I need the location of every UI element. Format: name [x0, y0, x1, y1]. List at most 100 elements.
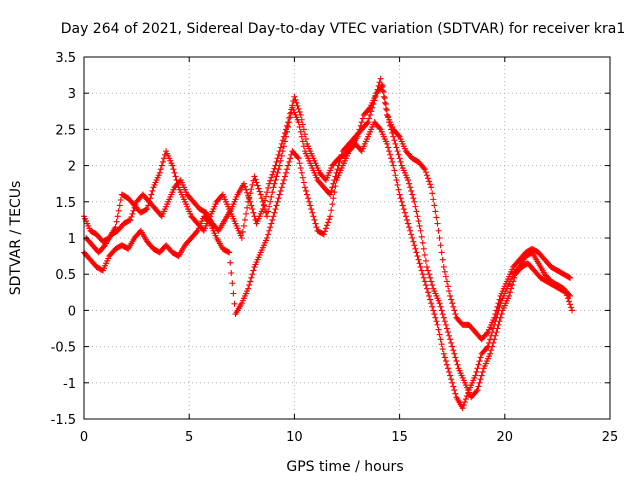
data-point: [473, 368, 480, 375]
data-point: [565, 298, 572, 305]
data-point: [258, 195, 265, 202]
data-point: [451, 350, 458, 357]
data-point: [272, 177, 279, 184]
data-point: [281, 173, 288, 180]
data-point: [397, 195, 404, 202]
data-point: [385, 144, 392, 151]
data-point: [380, 88, 387, 95]
data-point: [473, 388, 480, 395]
data-point: [354, 133, 361, 140]
data-point: [440, 350, 447, 357]
y-tick-label: 3: [68, 87, 76, 102]
data-point: [272, 162, 279, 169]
data-point: [430, 307, 437, 314]
x-tick-label: 25: [602, 430, 619, 445]
data-point: [238, 235, 245, 241]
data-point: [256, 188, 263, 195]
data-point: [477, 376, 484, 383]
data-point: [432, 314, 439, 321]
data-point: [462, 396, 469, 403]
data-point: [249, 206, 256, 213]
data-point: [325, 219, 332, 226]
data-point: [381, 95, 388, 102]
data-point: [394, 148, 401, 155]
data-point: [307, 202, 314, 209]
data-point: [435, 326, 442, 333]
data-point: [417, 227, 424, 234]
data-point: [169, 162, 176, 169]
data-point: [408, 187, 415, 194]
data-point: [250, 209, 257, 216]
data-point: [289, 102, 296, 109]
data-point: [287, 155, 294, 162]
data-point: [267, 177, 274, 184]
data-point: [243, 210, 250, 217]
data-point: [295, 155, 302, 162]
data-point: [264, 213, 271, 220]
data-point: [393, 177, 400, 184]
data-point: [475, 361, 482, 368]
data-point: [278, 152, 285, 159]
data-point: [444, 365, 451, 372]
data-point: [452, 354, 459, 361]
data-point: [277, 157, 284, 164]
data-point: [389, 130, 396, 137]
data-point: [144, 206, 151, 213]
data-point: [489, 343, 496, 350]
data-point: [422, 169, 429, 176]
data-point: [240, 180, 247, 187]
data-point: [308, 206, 315, 213]
data-point: [285, 119, 292, 126]
x-tick-label: 5: [185, 430, 193, 445]
data-point: [273, 173, 280, 180]
data-point: [386, 119, 393, 126]
data-point: [426, 271, 433, 278]
data-point: [564, 295, 571, 302]
data-point: [426, 292, 433, 299]
data-point: [392, 172, 399, 179]
data-point: [268, 193, 275, 200]
data-point: [322, 225, 329, 232]
data-point: [421, 251, 428, 258]
data-point: [432, 208, 439, 215]
data-point: [271, 165, 278, 172]
data-point: [331, 189, 338, 196]
data-point: [412, 203, 419, 210]
data-point: [475, 383, 482, 390]
data-point: [160, 155, 167, 162]
data-point: [410, 238, 417, 245]
data-point: [561, 288, 568, 295]
data-point: [269, 171, 276, 178]
data-point: [296, 123, 303, 130]
data-point: [296, 108, 303, 115]
data-point: [266, 227, 273, 234]
data-point: [443, 325, 450, 332]
grid-lines: [84, 57, 610, 419]
data-point: [148, 191, 155, 198]
data-point: [427, 181, 434, 188]
data-point: [246, 282, 253, 289]
data-point: [490, 339, 497, 346]
data-point: [355, 130, 362, 137]
data-point: [441, 268, 448, 275]
data-point: [438, 341, 445, 348]
data-point: [249, 271, 256, 278]
data-point: [229, 280, 236, 287]
data-point: [227, 259, 234, 266]
data-point: [248, 186, 255, 193]
data-point: [414, 213, 421, 220]
data-point: [300, 126, 307, 133]
data-point: [483, 330, 490, 337]
data-point: [100, 243, 107, 250]
data-point: [395, 132, 402, 139]
data-point: [447, 372, 454, 379]
data-point: [262, 193, 269, 200]
data-point: [313, 224, 320, 231]
data-point: [415, 218, 422, 225]
data-point: [170, 166, 177, 173]
data-point: [332, 183, 339, 190]
data-point: [478, 372, 485, 379]
data-point: [434, 321, 441, 328]
data-point: [301, 184, 308, 191]
data-point: [439, 311, 446, 318]
